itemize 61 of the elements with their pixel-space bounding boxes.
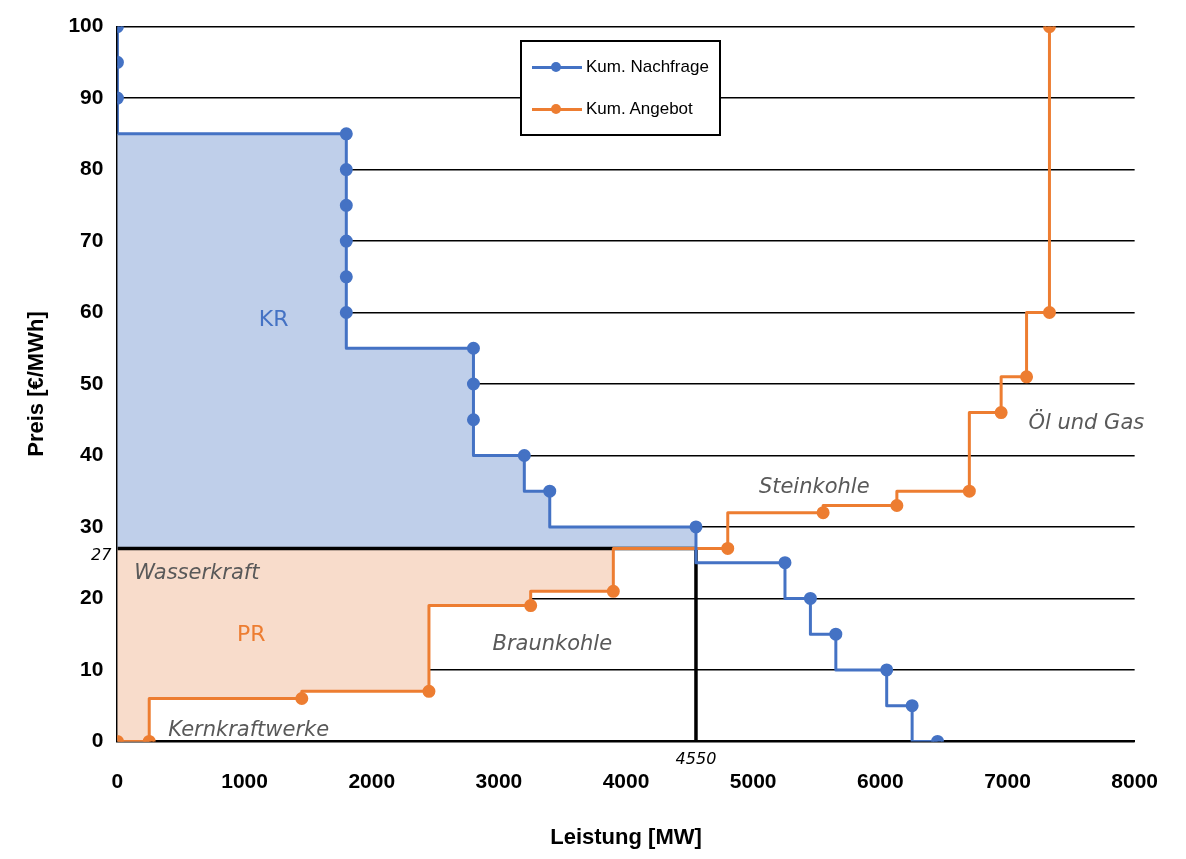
point [1020, 370, 1034, 384]
point [517, 448, 531, 462]
legend-label: Kum. Nachfrage [586, 57, 709, 77]
y-axis-title: Preis [€/MWh] [23, 311, 49, 457]
x-axis-title: Leistung [MW] [550, 823, 702, 849]
y-tick-label: 30 [80, 513, 104, 537]
y-tick-label: 10 [80, 656, 104, 680]
y-tick-label: 40 [80, 442, 104, 466]
x-tick-label: 0 [111, 768, 124, 792]
point [339, 127, 353, 141]
point [466, 377, 480, 391]
point [466, 341, 480, 355]
annotation: Wasserkraft [134, 559, 261, 584]
point [543, 484, 557, 498]
point [339, 234, 353, 248]
point [778, 556, 792, 570]
y-tick-label: 60 [80, 299, 104, 323]
annotation: Kernkraftwerke [168, 717, 330, 742]
point [721, 541, 735, 555]
point [994, 406, 1008, 420]
x-tick-label: 1000 [221, 768, 268, 792]
y-tick-label: 20 [80, 585, 104, 609]
series-label: KR [258, 306, 289, 332]
y-tick-label: 50 [80, 370, 104, 394]
y-tick-label: 70 [80, 227, 104, 251]
y-tick-label: 90 [80, 84, 104, 108]
point [1042, 306, 1056, 320]
point [803, 591, 817, 605]
x-tick-label: 5000 [729, 768, 777, 792]
annotation: 4550 [675, 748, 717, 768]
y-tick-label: 100 [68, 13, 104, 37]
x-tick-label: 4000 [602, 768, 650, 792]
x-tick-label: 8000 [1111, 768, 1158, 792]
annotation: Steinkohle [758, 474, 870, 499]
annotation: Öl und Gas [1028, 408, 1145, 434]
point [816, 506, 830, 520]
point [339, 163, 353, 177]
point [466, 413, 480, 427]
series-label: PR [237, 620, 266, 646]
point [880, 663, 894, 677]
point [890, 499, 904, 513]
x-tick-label: 7000 [984, 768, 1031, 792]
y-tick-label: 80 [80, 156, 104, 180]
point [339, 198, 353, 212]
x-tick-label: 2000 [348, 768, 396, 792]
point [829, 627, 843, 641]
point [339, 306, 353, 320]
point [606, 584, 620, 598]
point [905, 699, 919, 713]
point [524, 599, 538, 613]
point [422, 684, 436, 698]
point [295, 692, 309, 706]
legend-label: Kum. Angebot [586, 99, 693, 119]
x-tick-label: 6000 [856, 768, 904, 792]
annotation: Braunkohle [492, 631, 613, 656]
point [339, 270, 353, 284]
annotation: 27 [91, 544, 113, 564]
x-tick-label: 3000 [475, 768, 523, 792]
point [689, 520, 703, 534]
y-tick-label: 0 [91, 728, 104, 752]
point [962, 484, 976, 498]
